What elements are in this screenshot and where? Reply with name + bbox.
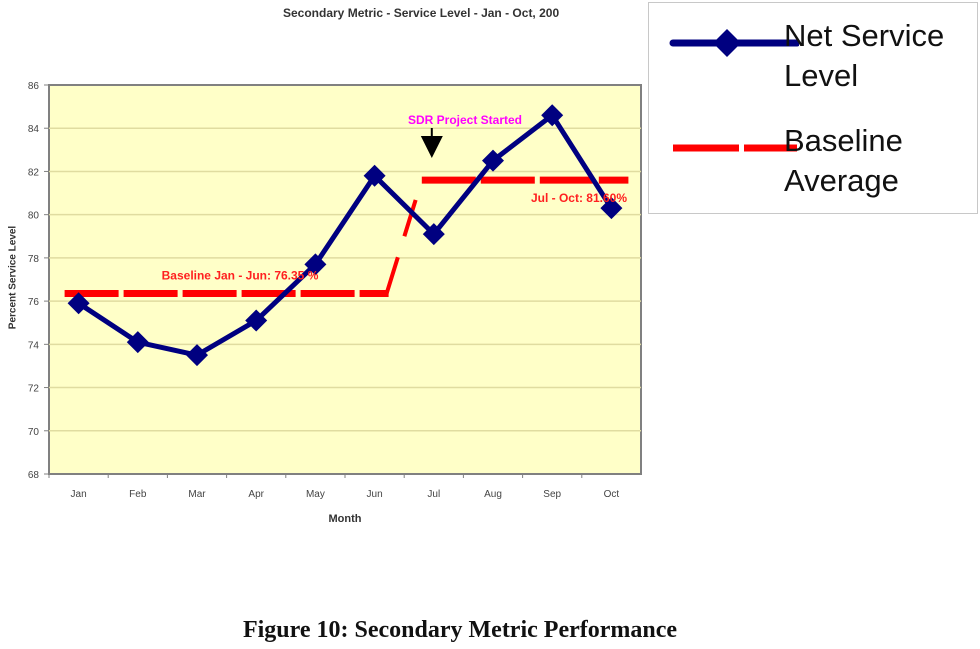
data-point-marker: [67, 292, 90, 315]
y-tick-label: 86: [28, 81, 40, 92]
data-point-marker: [600, 197, 623, 220]
legend-label: Net Service Level: [784, 18, 945, 93]
chart-title: Secondary Metric - Service Level - Jan -…: [283, 6, 560, 20]
chart-legend: Net Service Level Baseline Average: [648, 2, 978, 214]
data-point-marker: [482, 149, 504, 172]
baseline-jul-oct-label: Jul - Oct: 81.60%: [531, 191, 627, 205]
baseline-jan-jun-label: Baseline Jan - Jun: 76.35 %: [162, 269, 319, 283]
y-tick-label: 70: [28, 427, 40, 438]
series-line: [77, 112, 614, 358]
baseline-transition: [384, 179, 424, 295]
x-tick-label: Mar: [188, 489, 206, 500]
legend-item-net-service-level: Net Service Level: [649, 11, 977, 101]
data-point-marker: [422, 223, 445, 246]
legend-item-baseline-average: Baseline Average: [649, 116, 977, 206]
data-point-marker: [245, 309, 268, 332]
x-tick-label: May: [306, 489, 325, 500]
x-axis-label: Month: [328, 513, 362, 525]
diamond-line-icon: [669, 29, 799, 57]
x-tick-label: Jul: [427, 489, 440, 500]
data-point-marker: [541, 104, 564, 127]
y-axis-ticks: 68 70 72 74 76 78 80 82 84 86: [28, 81, 49, 481]
data-point-marker: [126, 331, 149, 354]
y-tick-label: 82: [28, 167, 40, 178]
baseline-average-series: [64, 176, 629, 298]
x-tick-label: Jan: [71, 489, 87, 500]
gridlines: [49, 127, 641, 432]
y-tick-label: 78: [28, 254, 40, 265]
y-tick-label: 80: [28, 211, 40, 222]
dashed-line-icon: [673, 144, 797, 152]
y-tick-label: 76: [28, 297, 40, 308]
x-tick-label: Sep: [543, 489, 561, 500]
y-tick-label: 68: [28, 470, 40, 481]
x-tick-label: Oct: [604, 489, 620, 500]
y-tick-label: 74: [28, 340, 40, 351]
x-axis-ticks: Jan Feb Mar Apr May Jun Jul Aug Sep Oct: [48, 474, 620, 500]
y-axis-label: Percent Service Level: [7, 225, 19, 330]
x-tick-label: Aug: [484, 489, 502, 500]
y-tick-label: 72: [28, 384, 40, 395]
legend-label: Baseline Average: [784, 123, 903, 198]
data-point-marker: [186, 344, 208, 367]
annotations: Baseline Jan - Jun: 76.35 % Jul - Oct: 81…: [162, 113, 628, 283]
data-point-marker: [363, 164, 386, 187]
sdr-project-started-label: SDR Project Started: [408, 113, 522, 127]
y-tick-label: 84: [28, 124, 40, 135]
data-point-marker: [304, 253, 327, 276]
x-tick-label: Feb: [129, 489, 147, 500]
plot-area: [48, 84, 642, 475]
net-service-level-series: [67, 104, 623, 367]
x-tick-label: Jun: [367, 489, 383, 500]
figure-caption: Figure 10: Secondary Metric Performance: [242, 617, 678, 643]
down-arrow-icon: [420, 136, 443, 158]
x-tick-label: Apr: [248, 489, 264, 500]
